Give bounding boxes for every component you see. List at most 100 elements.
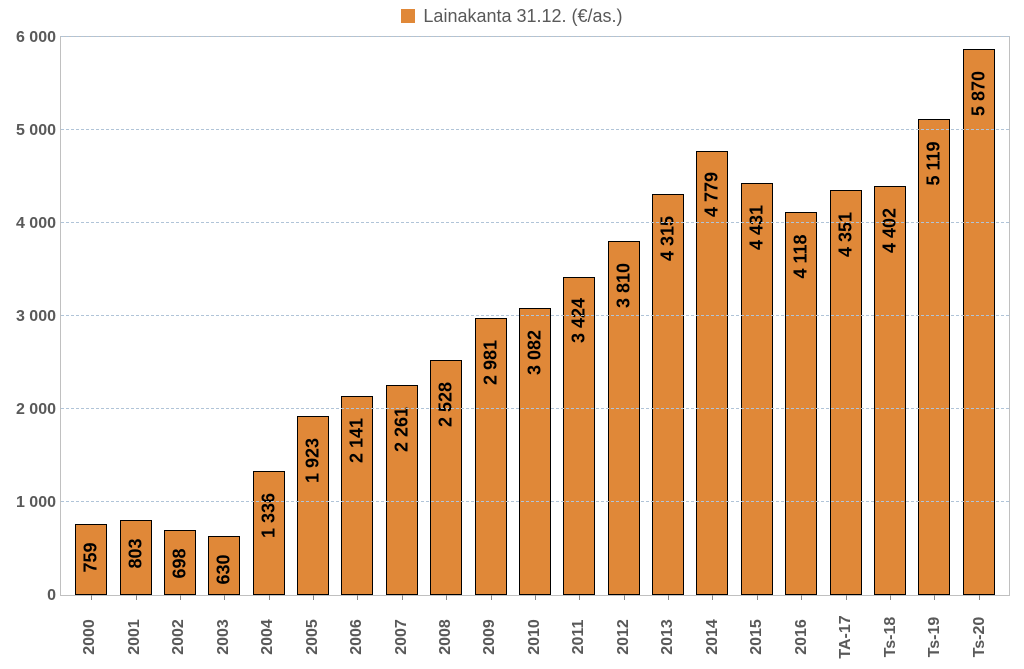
x-tick-label: 2012	[602, 600, 646, 660]
bar: 698	[164, 530, 196, 595]
x-tick-label: TA-17	[824, 600, 868, 660]
bar-value-label: 2 528	[436, 382, 457, 427]
bar-value-label: 4 118	[791, 234, 812, 278]
bar-slot: 4 431	[735, 37, 779, 595]
bar: 4 431	[741, 183, 773, 595]
x-tick-label: 2008	[424, 600, 468, 660]
x-tick-label: 2003	[201, 600, 245, 660]
bar: 4 402	[874, 186, 906, 595]
x-tick-label: 2006	[335, 600, 379, 660]
bar: 4 779	[696, 151, 728, 595]
bar-value-label: 1 336	[258, 493, 279, 538]
y-tick-label: 2 000	[2, 401, 56, 419]
bar-value-label: 1 923	[303, 438, 324, 483]
gridline	[61, 222, 1009, 223]
bar-slot: 3 810	[602, 37, 646, 595]
bar: 4 118	[785, 212, 817, 595]
y-tick-label: 6 000	[2, 29, 56, 47]
plot-area: 759 803 698 630 1 336 1 923 2 141 2 261 2 528 2 9…	[60, 36, 1010, 596]
bar-value-label: 5 119	[924, 141, 945, 185]
y-tick-label: 0	[2, 587, 56, 605]
bar-value-label: 4 431	[746, 205, 767, 250]
legend-label: Lainakanta 31.12. (€/as.)	[423, 6, 622, 26]
x-tick-label: 2009	[468, 600, 512, 660]
bar: 1 923	[297, 416, 329, 595]
x-tick-label: Ts-18	[868, 600, 912, 660]
chart-legend: Lainakanta 31.12. (€/as.)	[0, 6, 1024, 27]
bar: 1 336	[253, 471, 285, 595]
bar: 3 810	[608, 241, 640, 595]
legend-swatch	[401, 9, 415, 23]
bar-value-label: 698	[169, 548, 190, 578]
bar: 3 424	[563, 277, 595, 595]
bar-slot: 803	[113, 37, 157, 595]
bar-value-label: 3 810	[613, 263, 634, 308]
x-tick-label: 2013	[646, 600, 690, 660]
gridline	[61, 129, 1009, 130]
bar: 759	[75, 524, 107, 595]
x-tick-label: 2005	[290, 600, 334, 660]
y-tick-label: 5 000	[2, 122, 56, 140]
x-tick-label: 2001	[112, 600, 156, 660]
x-tick-label: 2007	[379, 600, 423, 660]
bar-slot: 3 082	[513, 37, 557, 595]
bar-slot: 5 119	[912, 37, 956, 595]
bar: 5 870	[963, 49, 995, 595]
bar-slot: 4 402	[868, 37, 912, 595]
gridline	[61, 501, 1009, 502]
bar-slot: 698	[158, 37, 202, 595]
y-tick-label: 1 000	[2, 494, 56, 512]
bar-slot: 2 528	[424, 37, 468, 595]
chart-container: Lainakanta 31.12. (€/as.) 0 1 000 2 000 3 0…	[0, 0, 1024, 669]
bar-value-label: 4 402	[879, 207, 900, 252]
gridline	[61, 408, 1009, 409]
bar: 803	[120, 520, 152, 595]
x-axis-labels: 2000200120022003200420052006200720082009…	[60, 600, 1010, 660]
bar-slot: 2 261	[380, 37, 424, 595]
gridline	[61, 315, 1009, 316]
bar-value-label: 2 981	[480, 340, 501, 385]
x-tick-label: 2014	[691, 600, 735, 660]
bar-slot: 630	[202, 37, 246, 595]
bar-slot: 4 315	[646, 37, 690, 595]
bar-value-label: 803	[125, 539, 146, 569]
bar: 630	[208, 536, 240, 595]
bar-value-label: 2 261	[391, 407, 412, 452]
bar: 5 119	[918, 119, 950, 595]
bar: 2 981	[475, 318, 507, 595]
x-tick-label: Ts-20	[957, 600, 1001, 660]
bar: 2 261	[386, 385, 418, 595]
bar-value-label: 630	[214, 555, 235, 585]
bar-slot: 4 351	[823, 37, 867, 595]
x-tick-label: 2004	[246, 600, 290, 660]
bar-slot: 4 118	[779, 37, 823, 595]
bar-value-label: 5 870	[968, 71, 989, 116]
bar-slot: 5 870	[957, 37, 1001, 595]
bar-slot: 2 141	[335, 37, 379, 595]
bar-value-label: 759	[81, 543, 102, 573]
bar-value-label: 3 082	[524, 330, 545, 375]
bar-value-label: 4 351	[835, 212, 856, 257]
x-tick-label: 2011	[557, 600, 601, 660]
bar: 2 141	[341, 396, 373, 595]
bar-slot: 1 923	[291, 37, 335, 595]
bar-slot: 4 779	[690, 37, 734, 595]
x-tick-label: 2015	[735, 600, 779, 660]
bar: 3 082	[519, 308, 551, 595]
y-tick-label: 3 000	[2, 308, 56, 326]
bar-value-label: 4 779	[702, 172, 723, 217]
x-tick-label: 2016	[780, 600, 824, 660]
bar: 4 351	[830, 190, 862, 595]
bar-value-label: 3 424	[569, 298, 590, 343]
bars-group: 759 803 698 630 1 336 1 923 2 141 2 261 2 528 2 9…	[61, 37, 1009, 595]
bar: 4 315	[652, 194, 684, 595]
bar-slot: 3 424	[557, 37, 601, 595]
bar-slot: 1 336	[247, 37, 291, 595]
bar-slot: 2 981	[468, 37, 512, 595]
gridline	[61, 36, 1009, 37]
x-tick-label: 2000	[68, 600, 112, 660]
y-tick-label: 4 000	[2, 215, 56, 233]
bar-value-label: 2 141	[347, 418, 368, 463]
x-tick-label: 2010	[513, 600, 557, 660]
bar-slot: 759	[69, 37, 113, 595]
